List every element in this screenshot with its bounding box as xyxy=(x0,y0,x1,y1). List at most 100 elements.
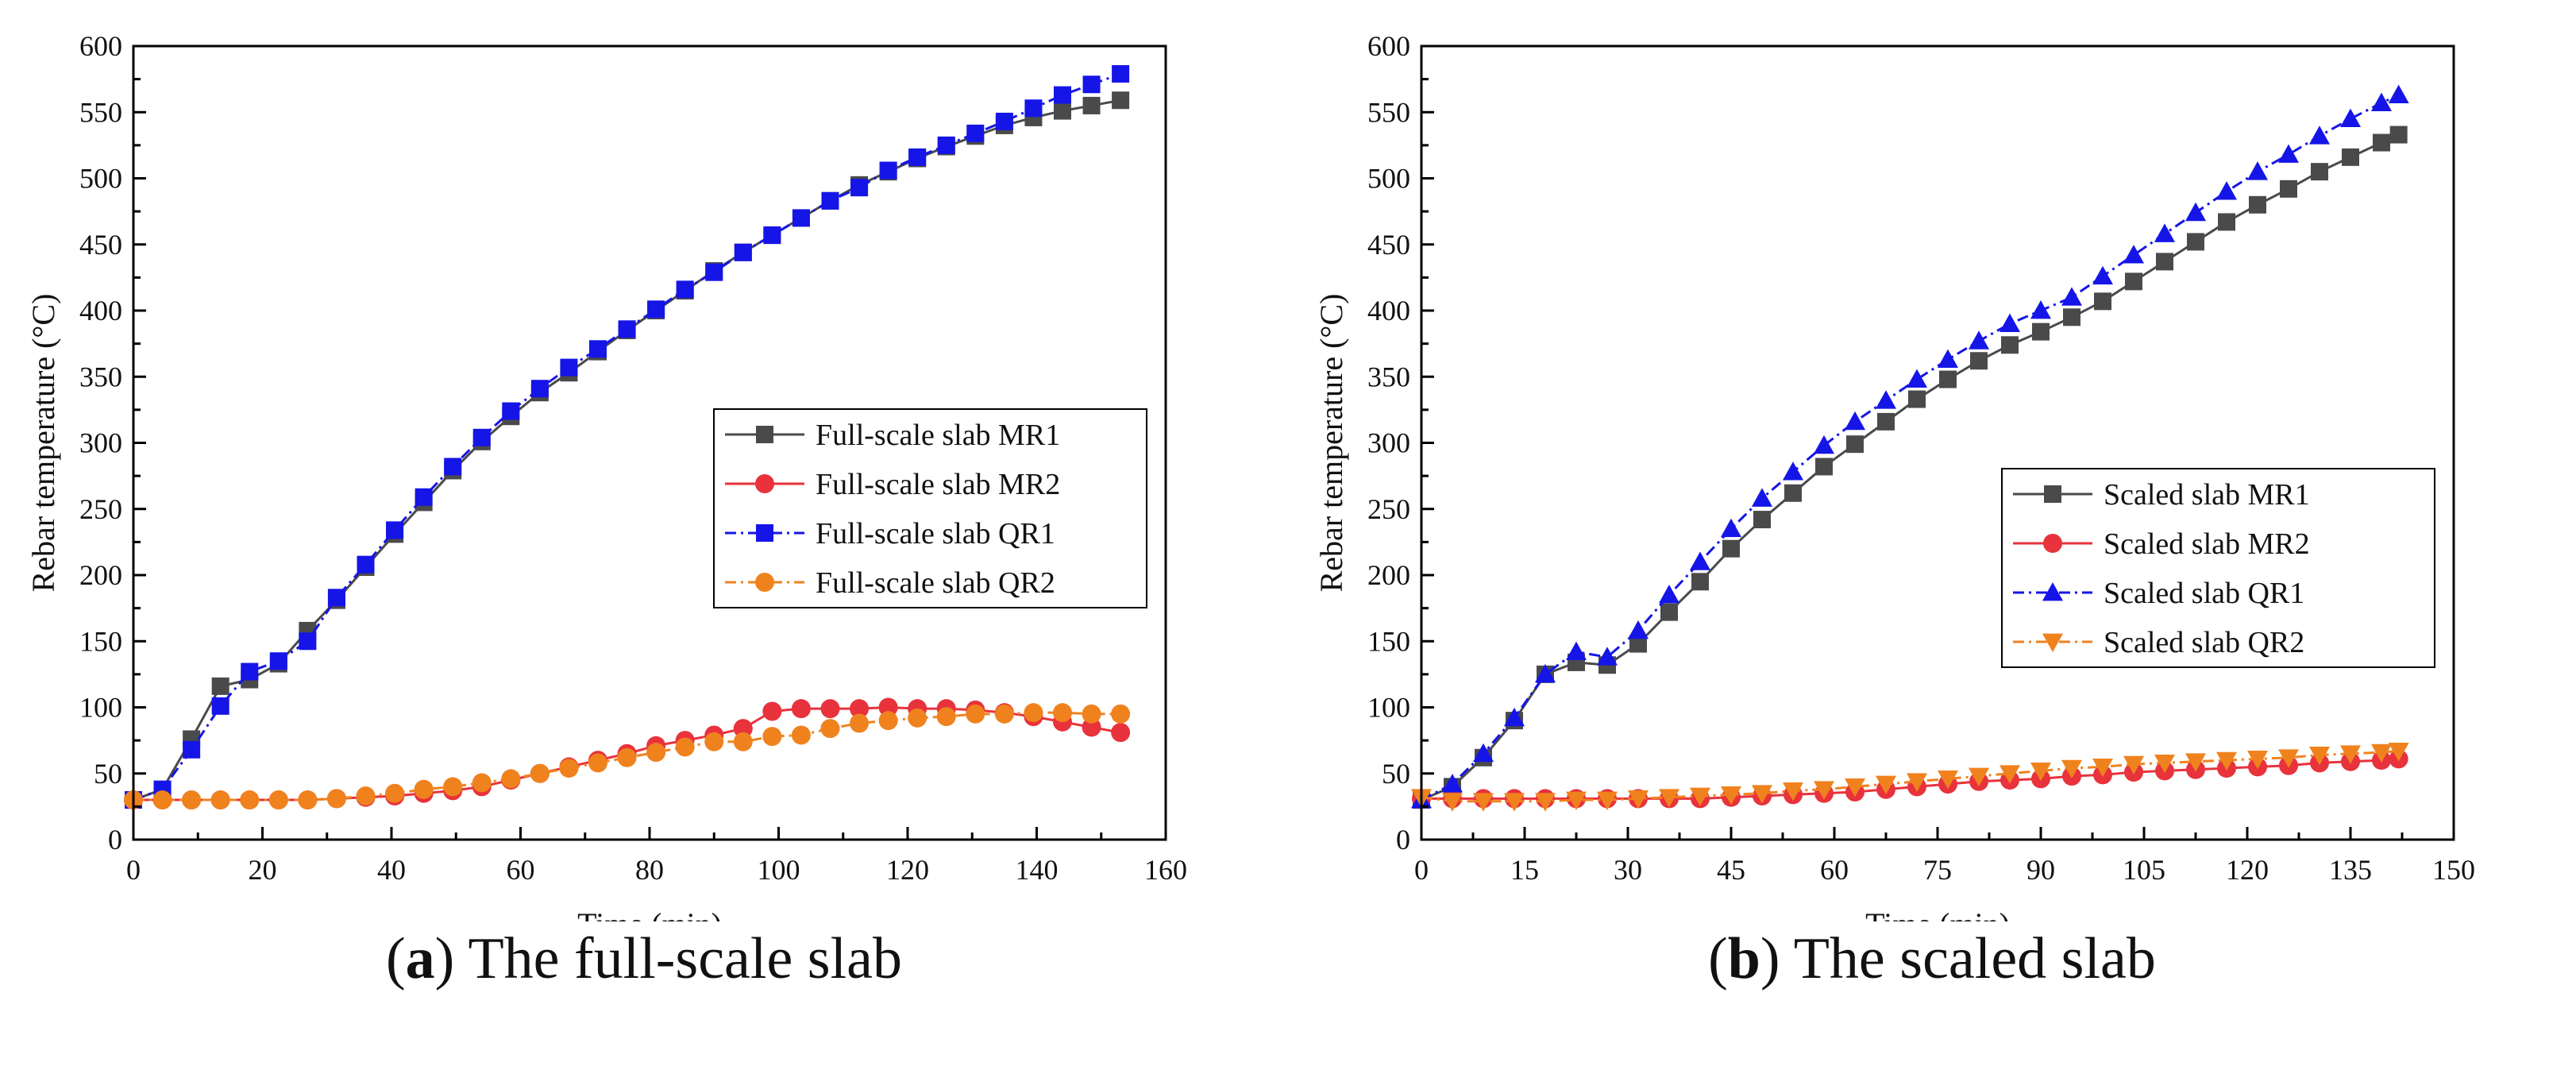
chart-0-series-3-point xyxy=(762,727,782,747)
chart-0-legend: Full-scale slab MR1 Full-scale slab MR2 Fu… xyxy=(713,408,1147,608)
chart-0-y-tick-label: 400 xyxy=(79,295,122,326)
chart-1-series-2-point xyxy=(1938,349,1958,369)
chart-1-series-2-point xyxy=(2061,287,2082,306)
chart-0-x-tick-label: 160 xyxy=(1144,854,1187,886)
chart-0-series-2-point xyxy=(327,589,345,607)
chart-0-series-3 xyxy=(124,703,1131,810)
chart-1-series-3-point xyxy=(2154,755,2175,774)
chart-1-y-tick-label: 500 xyxy=(1367,163,1410,195)
chart-0-series-2-point xyxy=(763,226,781,245)
chart-0-x-tick-label: 60 xyxy=(507,854,535,886)
chart-1-series-2-point xyxy=(1999,313,2020,333)
chart-0-legend-label-0: Full-scale slab MR1 xyxy=(816,419,1060,452)
chart-1-x-tick-label: 60 xyxy=(1820,854,1849,886)
chart-1-series-2-point xyxy=(2340,108,2361,127)
chart-1-series-3-point xyxy=(1752,785,1772,804)
chart-0-series-2-point xyxy=(502,402,520,420)
chart-0-series-2-point xyxy=(1112,64,1130,83)
chart-0-series-3-point xyxy=(268,790,288,810)
chart-1-series-3-point xyxy=(1690,787,1710,807)
chart-0-series-2-point xyxy=(908,148,927,166)
chart-1-series-3-point xyxy=(1628,790,1649,809)
chart-0-series-1-point xyxy=(791,699,811,719)
chart-1-series-3-point xyxy=(1473,793,1494,812)
chart-0-series-2-point xyxy=(357,555,375,574)
chart-1-series-3-point xyxy=(1876,775,1896,795)
chart-1-series-2-point xyxy=(1442,774,1463,793)
chart-0-series-3-point xyxy=(588,753,607,773)
chart-0-y-tick-label: 150 xyxy=(79,625,122,657)
chart-1-x-tick-label: 135 xyxy=(2329,854,2372,886)
chart-1-series-2-point xyxy=(2123,245,2144,264)
chart-0-series-0-point xyxy=(211,677,229,695)
chart-0-legend-marker-1 xyxy=(755,474,774,493)
chart-1-plot-frame xyxy=(1420,44,2455,841)
chart-1-y-tick-label: 150 xyxy=(1367,625,1410,657)
chart-0-series-3-point xyxy=(646,743,666,763)
chart-0-x-axis-label: Time (min) xyxy=(577,906,722,921)
chart-panel-b: 0 15 30 45 60 75 90 105 120 135 150 0 50 100 150 200 250… xyxy=(1288,0,2576,1066)
chart-1-series-2-point xyxy=(1752,488,1772,507)
chart-0-x-tick-label: 140 xyxy=(1016,854,1059,886)
chart-0-series-3-point xyxy=(152,790,172,810)
chart-1-series-3-point xyxy=(2123,755,2144,775)
chart-1-y-tick-label: 50 xyxy=(1382,758,1410,790)
chart-1-series-0 xyxy=(1413,126,2408,809)
chart-0-series-2-point xyxy=(1024,99,1043,118)
chart-1-series-3-point xyxy=(1442,793,1463,812)
chart-1-legend-marker-0 xyxy=(2044,485,2061,503)
chart-1-legend-marker-1 xyxy=(2043,534,2062,553)
chart-a-caption-text: The full-scale slab xyxy=(468,926,902,991)
chart-0-series-2-point xyxy=(1054,86,1071,104)
chart-0-series-2-point xyxy=(444,458,462,476)
chart-1-series-0-point xyxy=(2094,292,2111,311)
chart-0-x-tick-label: 40 xyxy=(377,854,406,886)
chart-1-series-0-point xyxy=(2063,308,2080,326)
chart-1-series-3-point xyxy=(2092,759,2113,778)
chart-1-series-0-point xyxy=(1815,458,1833,476)
chart-0-series-2-point xyxy=(1082,75,1101,94)
chart-0-x-tick-label: 20 xyxy=(249,854,277,886)
chart-1-series-2-point xyxy=(1907,369,1927,388)
chart-0-series-2-point xyxy=(879,161,897,180)
chart-0-series-3-point xyxy=(414,779,434,799)
chart-0-y-tick-label: 350 xyxy=(79,361,122,392)
chart-1-series-2-point xyxy=(2247,161,2268,180)
chart-0-series-3-point xyxy=(850,713,870,733)
chart-1-legend-label-1: Scaled slab MR2 xyxy=(2104,527,2310,561)
chart-1-x-tick-label: 30 xyxy=(1614,854,1642,886)
chart-1-series-2-point xyxy=(1876,390,1896,409)
chart-1-y-tick-label: 350 xyxy=(1367,361,1410,392)
chart-1-series-0-point xyxy=(1877,412,1895,431)
chart-0-series-3-point xyxy=(210,790,230,810)
chart-0-series-3-point xyxy=(240,790,260,810)
chart-1-series-2-line xyxy=(1421,94,2400,801)
chart-0-series-2-point xyxy=(386,521,404,539)
chart-1-series-0-point xyxy=(2001,336,2019,354)
chart-1-y-tick-label: 450 xyxy=(1367,229,1410,261)
chart-0-series-1-point xyxy=(1111,723,1131,743)
chart-1-x-tick-label: 90 xyxy=(2026,854,2055,886)
chart-1-series-0-point xyxy=(2342,148,2359,166)
chart-0-legend-box xyxy=(713,408,1147,608)
chart-0-series-0-point xyxy=(1082,96,1101,114)
chart-1-series-0-point xyxy=(1753,511,1771,529)
chart-0-legend-marker-0 xyxy=(756,426,773,443)
chart-0-x-tick-label: 100 xyxy=(758,854,800,886)
chart-0-series-3-point xyxy=(820,719,840,739)
chart-0-series-2-point xyxy=(705,263,723,281)
chart-0-y-tick-label: 300 xyxy=(79,427,122,459)
chart-1-series-2-point xyxy=(1845,411,1865,431)
chart-0-series-2-point xyxy=(269,652,287,670)
chart-1-series-0-point xyxy=(2032,323,2050,341)
chart-0-legend-marker-3 xyxy=(755,573,774,592)
chart-0-series-3-point xyxy=(1024,703,1043,723)
chart-1-series-2-point xyxy=(2278,144,2299,163)
chart-0-series-2-point xyxy=(183,740,201,759)
chart-1-series-0-point xyxy=(1784,484,1802,502)
chart-1-series-3-point xyxy=(2185,753,2206,772)
chart-1-series-2-point xyxy=(1535,663,1556,683)
chart-1-y-tick-label: 200 xyxy=(1367,559,1410,591)
chart-b-svg: 0 15 30 45 60 75 90 105 120 135 150 0 50 100 150 200 250… xyxy=(1313,30,2475,921)
chart-1-series-3-point xyxy=(2309,747,2330,766)
